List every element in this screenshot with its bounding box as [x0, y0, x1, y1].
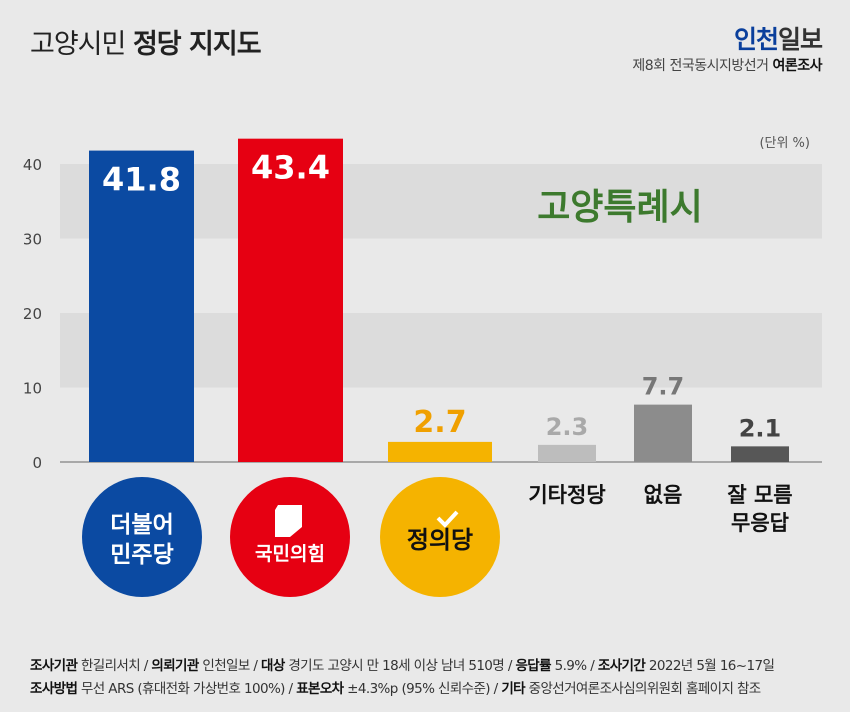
category-label: 국민의힘 [255, 543, 325, 565]
footer-value: 무선 ARS (휴대전화 가상번호 100%) [77, 681, 285, 697]
category-label: 잘 모름 [727, 483, 792, 507]
y-tick-label: 10 [23, 380, 42, 398]
subtitle: 제8회 전국동시지방선거 여론조사 [632, 55, 822, 75]
bar [634, 404, 692, 462]
separator: / [504, 658, 516, 674]
category-label: 무응답 [731, 511, 789, 535]
page-title: 고양시민 정당 지지도 [30, 22, 262, 61]
data-label: 2.1 [739, 414, 782, 442]
separator: / [140, 658, 152, 674]
bar [538, 444, 596, 462]
footer-value: 경기도 고양시 만 18세 이상 남녀 510명 [284, 658, 505, 674]
data-label: 43.4 [251, 149, 330, 187]
unit-label: (단위 %) [759, 136, 810, 151]
footer: 조사기관 한길리서치 / 의뢰기관 인천일보 / 대상 경기도 고양시 만 18… [30, 655, 775, 701]
category-label: 정의당 [407, 526, 473, 554]
footer-key: 표본오차 [296, 681, 344, 697]
separator: / [489, 681, 502, 697]
footer-value: 인천일보 [198, 658, 250, 674]
subtitle-light: 제8회 전국동시지방선거 [632, 58, 769, 74]
category-label: 민주당 [110, 542, 173, 568]
footer-key: 대상 [261, 658, 285, 674]
data-label: 7.7 [642, 373, 685, 401]
footer-value: ±4.3%p (95% 신뢰수준) [343, 681, 490, 697]
footer-line-1: 조사기관 한길리서치 / 의뢰기관 인천일보 / 대상 경기도 고양시 만 18… [30, 655, 775, 678]
category-label: 없음 [644, 483, 683, 507]
bar [388, 441, 492, 462]
brand-logo: 인천일보 [733, 20, 823, 56]
title-light: 고양시민 [30, 29, 126, 60]
data-label: 41.8 [102, 161, 181, 199]
data-label: 2.7 [413, 405, 466, 440]
footer-key: 조사기관 [30, 658, 78, 674]
chart-annotation: 고양특례시 [537, 187, 703, 228]
footer-key: 기타 [501, 681, 525, 697]
y-tick-label: 40 [23, 156, 42, 174]
category-label: 기타정당 [528, 483, 605, 507]
ppp-logo-icon [275, 505, 302, 537]
subtitle-bold: 여론조사 [772, 58, 822, 74]
footer-key: 의뢰기관 [151, 658, 199, 674]
title-bold: 정당 지지도 [132, 29, 262, 60]
footer-value: 2022년 5월 16~17일 [645, 658, 775, 674]
check-icon [436, 510, 459, 528]
brand-part1: 인천 [733, 25, 779, 54]
bar [238, 138, 343, 463]
category-label: 더불어 [110, 512, 173, 538]
party-logo-circle [82, 477, 202, 597]
footer-value: 5.9% [550, 658, 587, 674]
party-logo-circle [380, 477, 500, 597]
data-label: 2.3 [546, 413, 589, 441]
y-tick-label: 30 [23, 231, 42, 249]
footer-key: 조사방법 [30, 681, 78, 697]
footer-key: 조사기간 [597, 658, 646, 674]
y-tick-label: 20 [23, 305, 42, 323]
footer-value: 중앙선거여론조사심의위원회 홈페이지 참조 [524, 681, 762, 697]
brand-part2: 일보 [777, 25, 823, 54]
separator: / [284, 681, 297, 697]
footer-line-2: 조사방법 무선 ARS (휴대전화 가상번호 100%) / 표본오차 ±4.3… [30, 678, 774, 701]
bar [731, 446, 789, 462]
separator: / [249, 658, 262, 674]
footer-key: 응답률 [515, 658, 551, 674]
y-tick-label: 0 [32, 454, 42, 472]
bar [89, 150, 194, 462]
separator: / [586, 658, 598, 674]
footer-value: 한길리서치 [77, 658, 141, 674]
